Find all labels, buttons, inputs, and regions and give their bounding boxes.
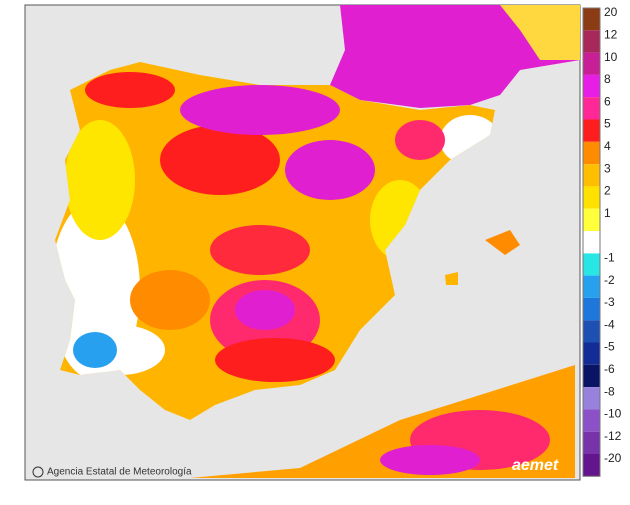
legend-label: -1 (604, 250, 615, 264)
legend-frame (582, 7, 601, 477)
legend-label: -6 (604, 362, 615, 376)
legend-swatch (583, 164, 600, 187)
legend-swatch (583, 30, 600, 53)
legend-label: 3 (604, 161, 611, 175)
legend-swatch (583, 186, 600, 209)
legend-label: 4 (604, 139, 611, 153)
legend-label: 20 (604, 5, 618, 19)
legend-swatch (583, 208, 600, 231)
legend-label: -5 (604, 340, 615, 354)
legend-swatch (583, 141, 600, 165)
legend-label: -4 (604, 317, 615, 331)
legend-label: -20 (604, 451, 622, 465)
legend-swatch (583, 387, 600, 410)
legend-swatch (583, 119, 600, 142)
legend-swatch (583, 97, 600, 120)
legend-swatch (583, 342, 600, 365)
legend-label: -3 (604, 295, 615, 309)
legend-label: -12 (604, 429, 622, 443)
legend-label: -2 (604, 273, 615, 287)
legend-swatch (583, 275, 600, 298)
legend-swatch (583, 364, 600, 388)
legend-swatch (583, 297, 600, 321)
legend-label: 8 (604, 72, 611, 86)
legend-label: -8 (604, 384, 615, 398)
credit: Agencia Estatal de Meteorología (47, 467, 192, 478)
legend-label: 6 (604, 94, 611, 108)
legend-swatch (583, 74, 600, 98)
legend-swatch (583, 253, 600, 276)
legend: 20 12 10 8 6 5 4 3 2 1 -1 -2 -3 -4 -5 -6 -8 -10 -12 -20 (582, 5, 622, 477)
legend-label: 2 (604, 184, 611, 198)
legend-label: 1 (604, 206, 611, 220)
legend-swatch (583, 431, 600, 454)
france (330, 5, 580, 108)
map: Agencia Estatal de Meteorología aemet (24, 4, 581, 481)
copyright-icon (32, 466, 44, 478)
legend-swatch (583, 8, 600, 31)
legend-gap (583, 231, 600, 254)
legend-label: 10 (604, 50, 618, 64)
legend-swatch (583, 409, 600, 432)
legend-swatch (583, 320, 600, 343)
legend-label: 12 (604, 27, 618, 41)
logo: aemet (512, 457, 559, 474)
legend-label: -10 (604, 407, 622, 421)
legend-swatch (583, 52, 600, 75)
legend-swatch (583, 454, 600, 477)
legend-label: 5 (604, 117, 611, 131)
